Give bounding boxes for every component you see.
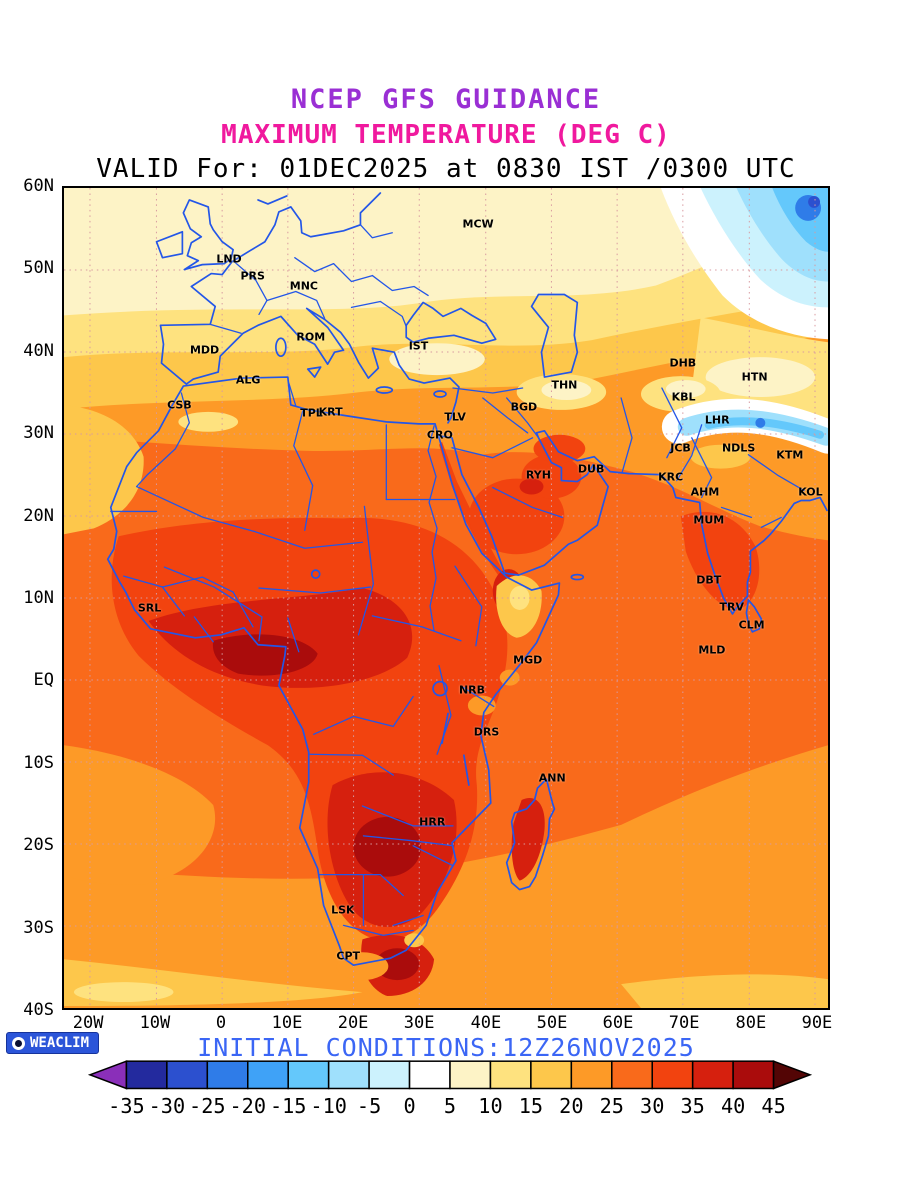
city-label-hrr: HRR <box>419 815 446 829</box>
lat-tick-label: 10S <box>23 752 54 773</box>
city-label-dbt: DBT <box>696 573 722 587</box>
city-label-rom: ROM <box>296 330 326 344</box>
colorbar-svg: -35 -30 -25 -20 -15 -10 -5 0 5 10 15 20 25 30 35 40 45 <box>87 1060 813 1118</box>
lon-tick-label: 20W <box>72 1013 104 1033</box>
colorbar-tick-label: -35 <box>108 1094 145 1118</box>
city-label-kol: KOL <box>798 485 823 499</box>
city-label-mum: MUM <box>693 513 725 527</box>
city-label-nrb: NRB <box>458 683 485 697</box>
colorbar-tick-label: 0 <box>403 1094 415 1118</box>
borders-rivers-layer <box>110 224 805 937</box>
colorbar-tick-label: -25 <box>189 1094 226 1118</box>
lat-tick-label: 30N <box>23 423 54 444</box>
city-label-jcb: JCB <box>670 441 691 455</box>
colorbar-tick-label: 5 <box>444 1094 456 1118</box>
city-label-mnc: MNC <box>289 279 319 293</box>
city-label-csb: CSB <box>167 398 192 412</box>
city-label-mcw: MCW <box>462 217 494 231</box>
city-label-lhr: LHR <box>704 413 730 427</box>
colorbar-tick-label: 40 <box>721 1094 745 1118</box>
city-label-dhb: DHB <box>669 356 697 370</box>
city-labels: MCW LND PRS MNC ROM IST MDD ALG CSB TPL KRT TLV CRO T… <box>64 188 828 1008</box>
city-label-bgd: BGD <box>510 400 538 414</box>
lon-tick-label: 90E <box>801 1013 833 1033</box>
city-label-ndls: NDLS <box>721 441 756 455</box>
city-label-clm: CLM <box>738 618 765 632</box>
lat-tick-label: 60N <box>23 176 54 196</box>
colorbar-tick-label: 25 <box>600 1094 624 1118</box>
lon-tick-label: 10E <box>271 1013 303 1033</box>
lon-tick-label: 70E <box>668 1013 700 1033</box>
lat-tick-label: 40N <box>23 340 54 361</box>
lat-axis: 60N 50N 40N 30N 20N 10N EQ 10S 20S 30S 40S <box>0 176 58 1020</box>
page-subtitle: MAXIMUM TEMPERATURE (DEG C) <box>221 120 671 150</box>
temperature-colorbar: -35 -30 -25 -20 -15 -10 -5 0 5 10 15 20 25 30 35 40 45 <box>87 1060 813 1123</box>
lon-tick-label: 0 <box>215 1013 227 1033</box>
city-label-krt: KRT <box>318 405 343 419</box>
city-label-lsk: LSK <box>331 903 355 917</box>
city-label-ryh: RYH <box>525 468 551 482</box>
page-title: NCEP GFS GUIDANCE <box>290 84 602 115</box>
colorbar-tick-label: 45 <box>761 1094 785 1118</box>
colorbar-tick-label: -5 <box>357 1094 381 1118</box>
temperature-field-svg <box>64 188 828 1008</box>
city-label-ist: IST <box>408 339 429 353</box>
lat-tick-label: 50N <box>23 258 54 279</box>
city-label-mgd: MGD <box>513 653 543 666</box>
lon-tick-label: 10W <box>139 1013 171 1033</box>
city-label-mdd: MDD <box>189 343 220 357</box>
city-label-tpl: TPL <box>300 406 323 420</box>
coastlines-layer <box>106 192 828 967</box>
lat-tick-label: 30S <box>23 917 54 938</box>
colorbar-tick-label: 10 <box>478 1094 502 1118</box>
city-label-drs: DRS <box>473 725 500 739</box>
city-label-trv: TRV <box>719 600 744 614</box>
lon-tick-label: 60E <box>602 1013 634 1033</box>
temperature-fill-layer <box>64 188 828 1008</box>
colorbar-tick-label: -30 <box>149 1094 186 1118</box>
city-label-kbl: KBL <box>671 390 696 404</box>
colorbar-tick-label: -20 <box>229 1094 266 1118</box>
lon-tick-label: 80E <box>735 1013 767 1033</box>
lon-axis: 20W 10W 0 10E 20E 30E 40E 50E 60E 70E 80E 90E <box>62 1013 833 1037</box>
city-label-alg: ALG <box>235 373 261 387</box>
weaclim-logo-text: WEACLIM <box>30 1035 90 1051</box>
city-label-ktm: KTM <box>776 448 804 462</box>
weaclim-logo[interactable]: WEACLIM <box>6 1032 100 1054</box>
valid-time-line: VALID For: 01DEC2025 at 0830 IST /0300 U… <box>96 154 796 184</box>
lat-tick-label: 20S <box>23 835 54 856</box>
lon-tick-label: 40E <box>470 1013 502 1033</box>
city-label-ann: ANN <box>538 771 566 785</box>
lat-tick-label: 40S <box>23 1000 54 1020</box>
lat-tick-label: 10N <box>23 588 54 608</box>
lon-tick-label: 50E <box>536 1013 568 1033</box>
city-label-cro: CRO <box>426 428 453 442</box>
initial-conditions-line: INITIAL CONDITIONS:12Z26NOV2025 <box>197 1033 695 1062</box>
colorbar-tick-label: 35 <box>681 1094 705 1118</box>
lat-tick-label: 20N <box>23 505 54 526</box>
city-label-cpt: CPT <box>336 949 361 963</box>
colorbar-tick-label: 20 <box>559 1094 583 1118</box>
weaclim-logo-icon <box>12 1036 25 1050</box>
colorbar-tick-label: -15 <box>270 1094 307 1118</box>
lon-tick-label: 30E <box>403 1013 435 1033</box>
colorbar-tick-label: -10 <box>310 1094 347 1118</box>
city-label-mld: MLD <box>698 643 726 657</box>
city-label-krc: KRC <box>658 470 684 484</box>
city-label-dub: DUB <box>577 462 605 476</box>
city-label-htn: HTN <box>741 370 768 384</box>
colorbar-tick-label: 15 <box>519 1094 543 1118</box>
city-label-ahm: AHM <box>690 485 720 499</box>
city-label-srl: SRL <box>137 601 162 615</box>
city-label-lnd: LND <box>216 252 242 266</box>
city-label-tlv: TLV <box>444 410 466 424</box>
city-label-prs: PRS <box>240 269 265 283</box>
map-canvas: MCW LND PRS MNC ROM IST MDD ALG CSB TPL KRT TLV CRO T… <box>62 186 830 1010</box>
city-label-thn: THN <box>551 378 578 392</box>
colorbar-tick-label: 30 <box>640 1094 664 1118</box>
lat-tick-label: EQ <box>33 670 54 691</box>
lon-tick-label: 20E <box>337 1013 369 1033</box>
grid-layer <box>64 188 828 1008</box>
